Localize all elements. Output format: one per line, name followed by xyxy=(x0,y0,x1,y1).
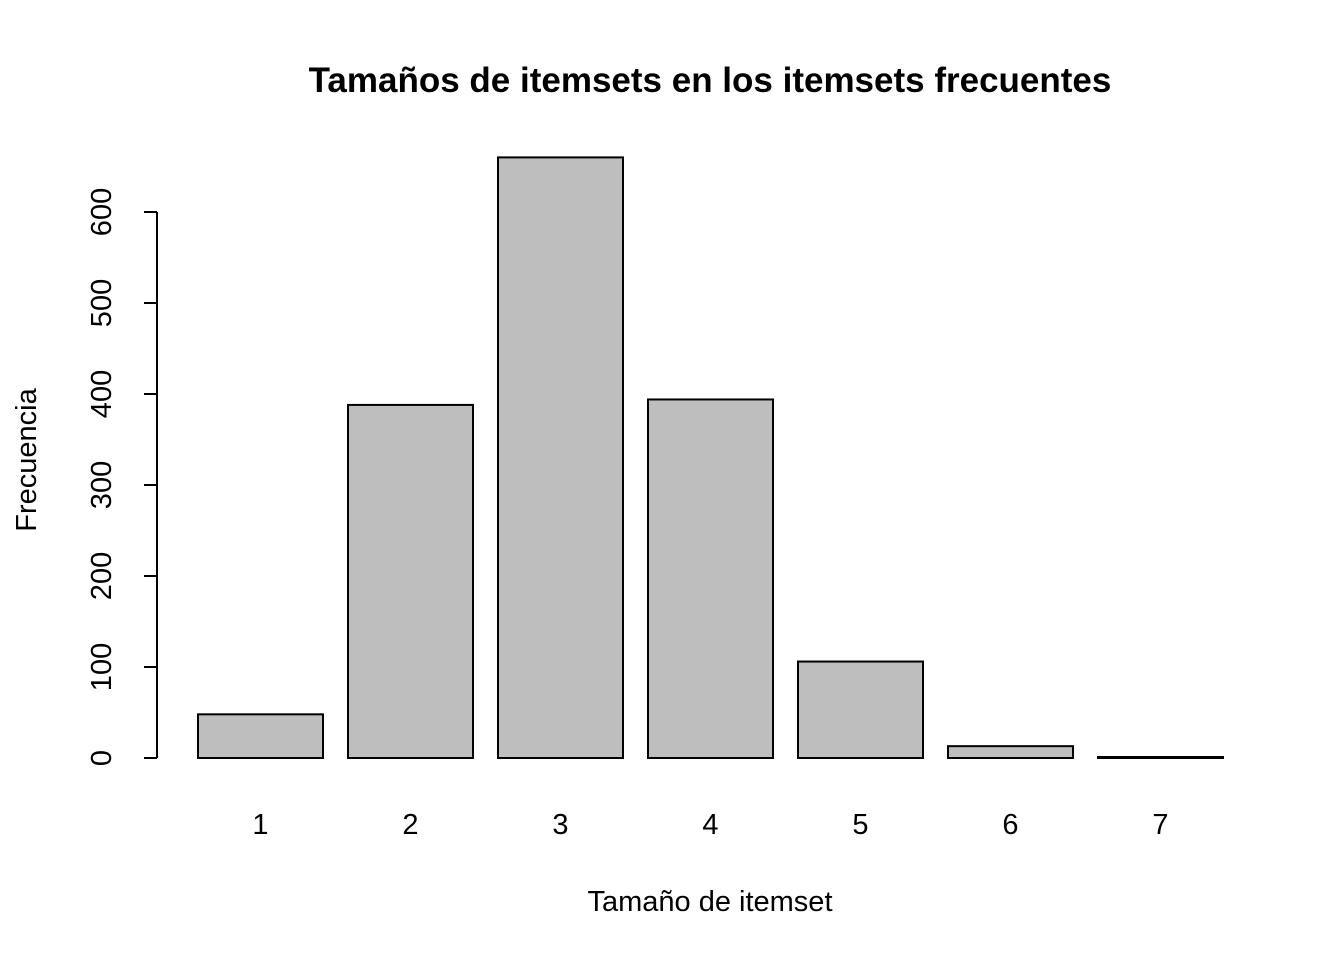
y-tick-label-600: 600 xyxy=(86,188,118,236)
x-tick-label-1: 1 xyxy=(252,809,268,841)
y-axis-label: Frecuencia xyxy=(11,387,43,531)
y-tick-label-0: 0 xyxy=(86,750,118,766)
y-tick-label-200: 200 xyxy=(86,552,118,600)
chart-title: Tamaños de itemsets en los itemsets frec… xyxy=(309,61,1112,100)
bar-2 xyxy=(347,403,474,759)
x-tick-label-7: 7 xyxy=(1152,809,1168,841)
y-tick-label-100: 100 xyxy=(86,643,118,691)
y-tick-label-500: 500 xyxy=(86,279,118,327)
bar-1 xyxy=(197,713,324,760)
y-axis: 0 100 200 300 400 500 600 xyxy=(86,188,158,766)
bars-group xyxy=(197,156,1224,760)
x-axis-label: Tamaño de itemset xyxy=(587,886,832,918)
bar-4 xyxy=(647,398,774,759)
y-tick-label-400: 400 xyxy=(86,370,118,418)
bar-6 xyxy=(947,745,1074,759)
bar-7 xyxy=(1097,756,1224,759)
bar-3 xyxy=(497,156,624,759)
x-tick-labels: 1 2 3 4 5 6 7 xyxy=(252,809,1168,841)
x-tick-label-3: 3 xyxy=(552,809,568,841)
x-tick-label-5: 5 xyxy=(852,809,868,841)
bar-5 xyxy=(797,660,924,759)
x-tick-label-2: 2 xyxy=(402,809,418,841)
x-tick-label-4: 4 xyxy=(702,809,718,841)
x-tick-label-6: 6 xyxy=(1002,809,1018,841)
y-tick-label-300: 300 xyxy=(86,461,118,509)
